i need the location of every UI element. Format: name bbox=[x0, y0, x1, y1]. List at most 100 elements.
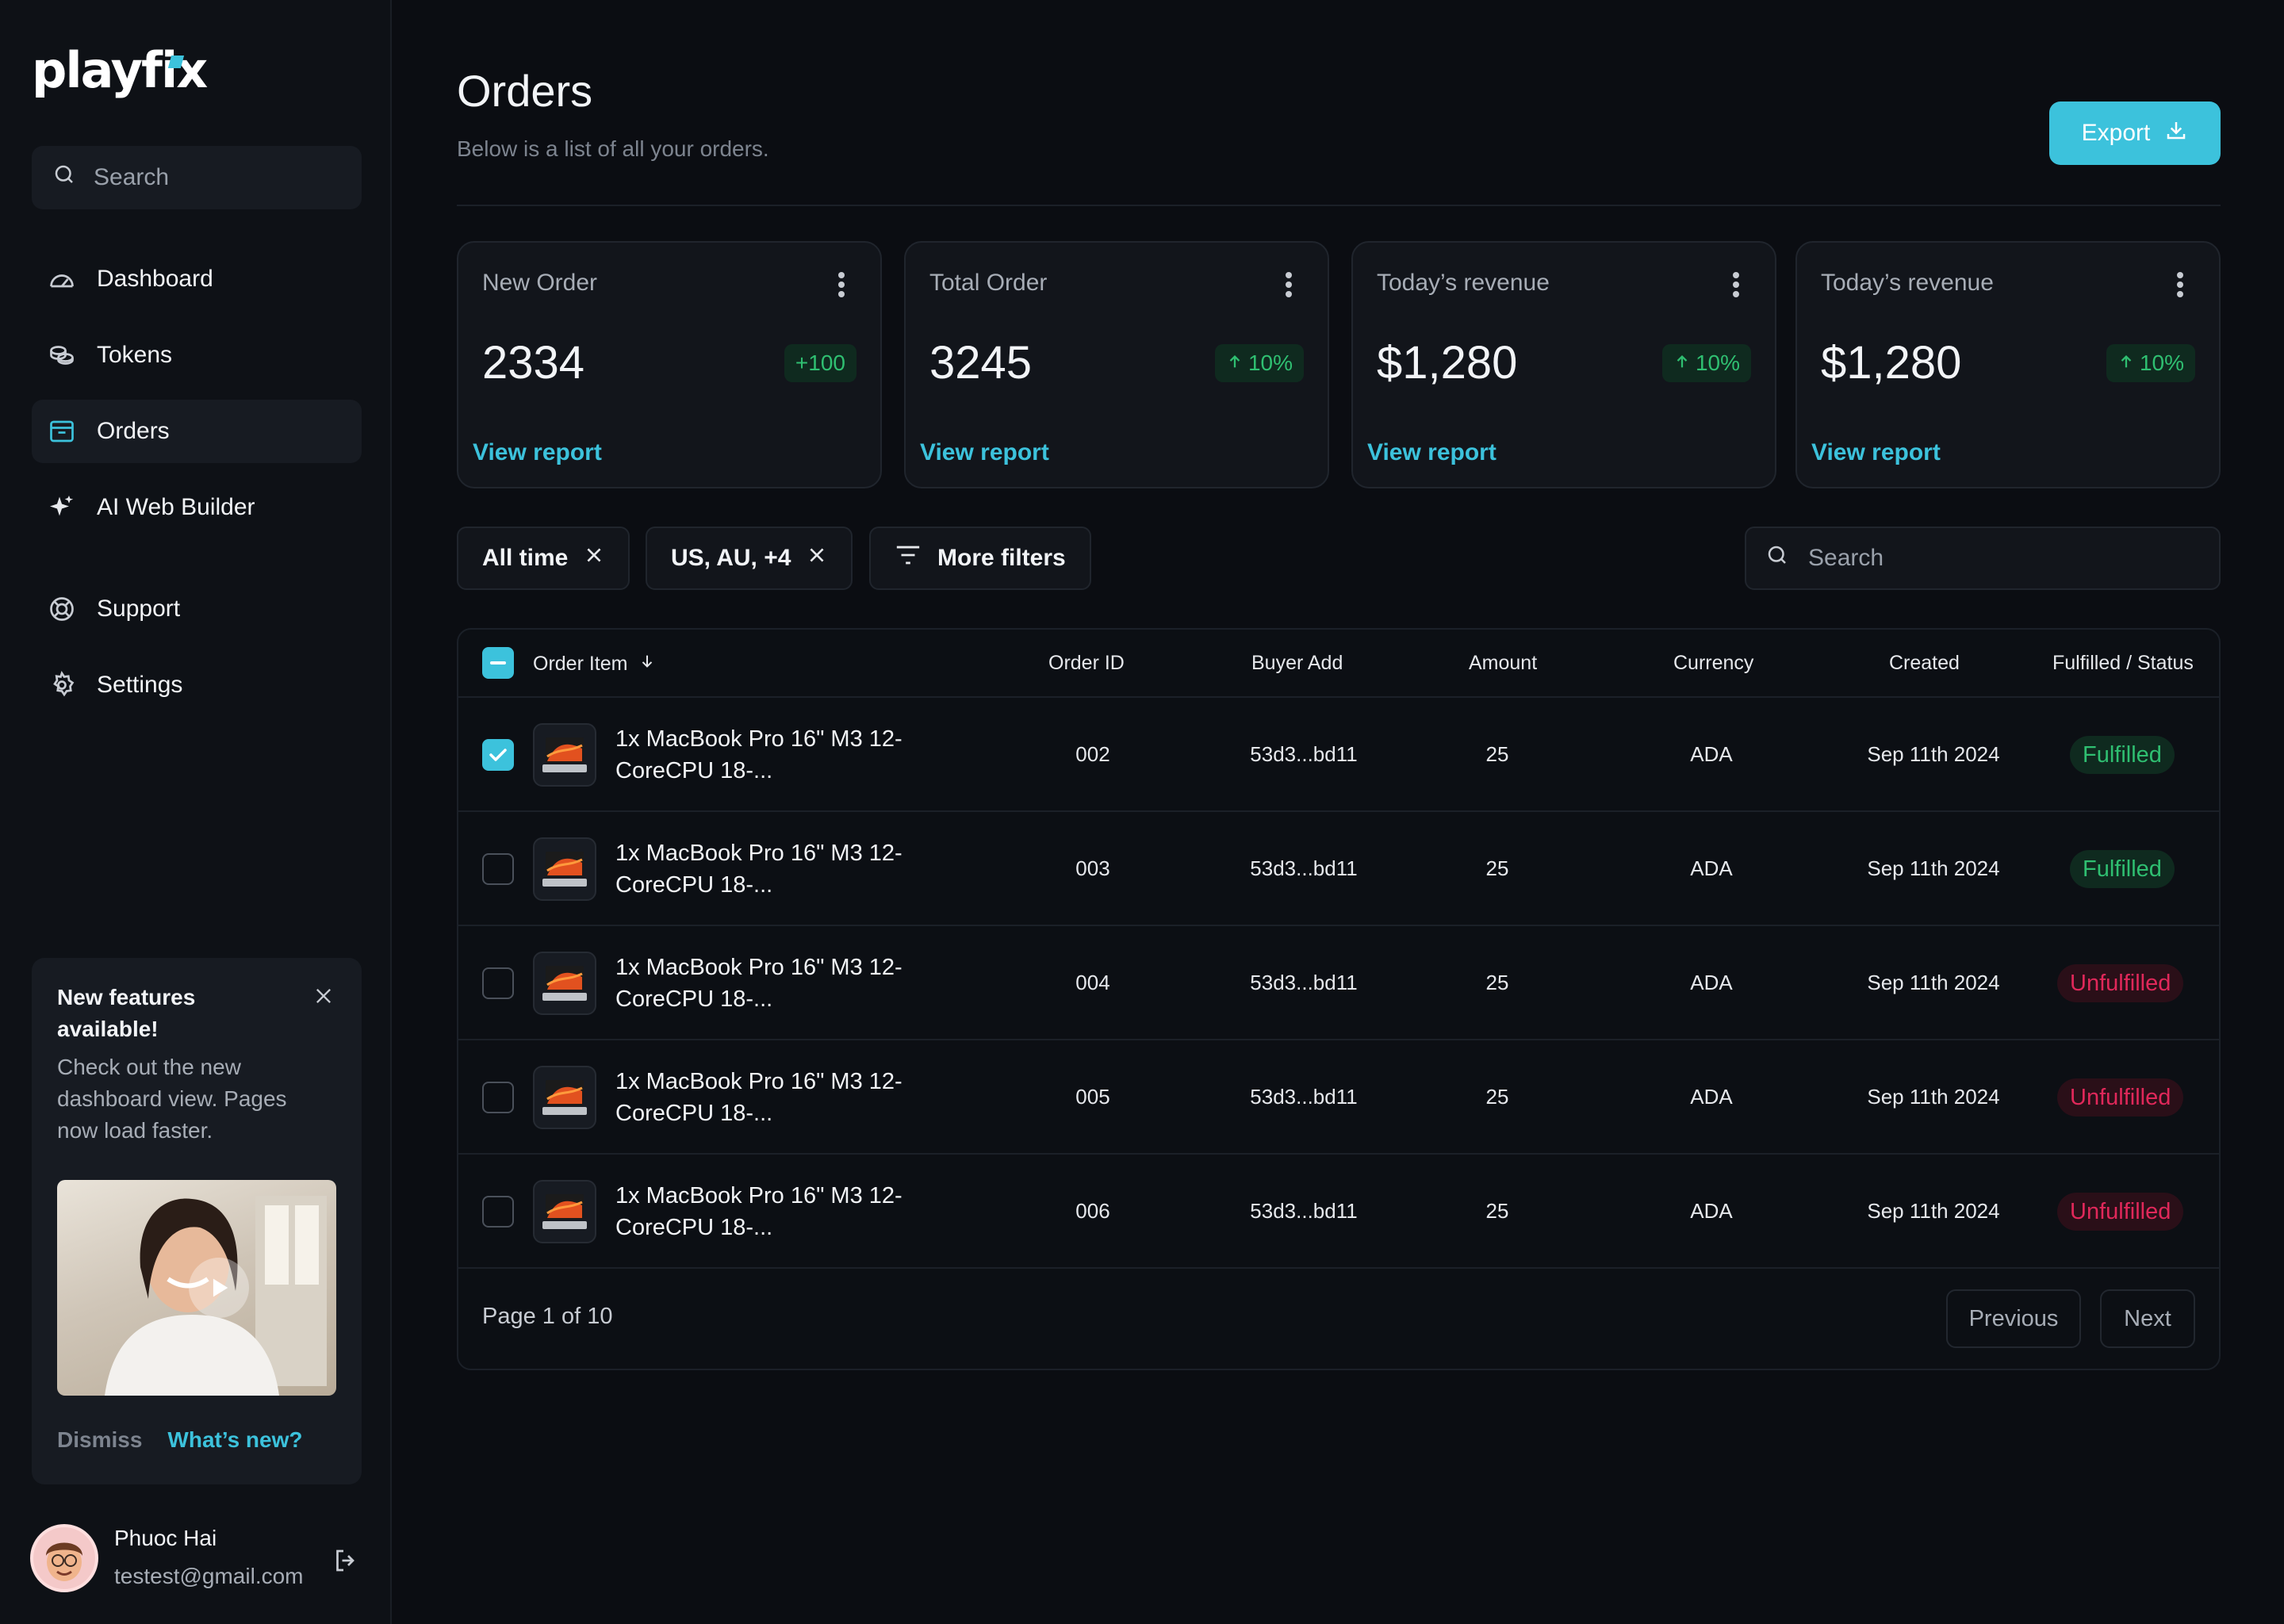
laptop-thumbnail bbox=[533, 1066, 596, 1129]
badge-text: 10% bbox=[1695, 350, 1740, 375]
amount: 25 bbox=[1485, 971, 1509, 994]
row-checkbox[interactable] bbox=[482, 853, 514, 885]
avatar[interactable] bbox=[30, 1524, 98, 1592]
column-label: Order Item bbox=[533, 653, 628, 675]
table-row[interactable]: 1x MacBook Pro 16" M3 12-CoreCPU 18-... … bbox=[458, 698, 2219, 812]
order-id: 003 bbox=[1075, 856, 1110, 880]
table-search[interactable]: Search bbox=[1745, 527, 2221, 590]
column-status[interactable]: Fulfilled / Status bbox=[2052, 652, 2194, 674]
laptop-thumbnail bbox=[533, 837, 596, 901]
filter-chip-all-time[interactable]: All time bbox=[457, 527, 630, 590]
table-row[interactable]: 1x MacBook Pro 16" M3 12-CoreCPU 18-... … bbox=[458, 812, 2219, 926]
status-badge: Unfulfilled bbox=[2057, 1078, 2184, 1116]
user-email: testest@gmail.com bbox=[114, 1564, 304, 1588]
logout-icon[interactable] bbox=[331, 1546, 360, 1579]
more-filters-button[interactable]: More filters bbox=[869, 527, 1091, 590]
more-vertical-icon[interactable] bbox=[1732, 271, 1740, 302]
stat-card-badge: 10% bbox=[1214, 344, 1304, 382]
badge-text: 10% bbox=[2139, 350, 2184, 375]
promo-video-thumbnail[interactable] bbox=[57, 1180, 336, 1396]
table-row[interactable]: 1x MacBook Pro 16" M3 12-CoreCPU 18-... … bbox=[458, 926, 2219, 1040]
close-icon[interactable] bbox=[807, 545, 827, 572]
column-order-id[interactable]: Order ID bbox=[1048, 652, 1125, 674]
export-button[interactable]: Export bbox=[2049, 102, 2221, 165]
user-name: Phuoc Hai bbox=[114, 1526, 217, 1550]
order-item-name: 1x MacBook Pro 16" M3 12-CoreCPU 18-... bbox=[615, 1183, 902, 1240]
page-subtitle: Below is a list of all your orders. bbox=[457, 136, 769, 161]
dashboard-icon bbox=[46, 263, 78, 295]
app-logo[interactable]: playfix bbox=[32, 41, 208, 99]
status-badge: Fulfilled bbox=[2070, 850, 2175, 888]
more-vertical-icon[interactable] bbox=[1285, 271, 1293, 302]
sidebar-search[interactable]: Search bbox=[32, 146, 362, 209]
table-row[interactable]: 1x MacBook Pro 16" M3 12-CoreCPU 18-... … bbox=[458, 1155, 2219, 1269]
row-checkbox[interactable] bbox=[482, 967, 514, 999]
sidebar-search-input[interactable]: Search bbox=[94, 164, 170, 190]
close-icon[interactable] bbox=[584, 545, 604, 572]
order-item-name: 1x MacBook Pro 16" M3 12-CoreCPU 18-... bbox=[615, 726, 902, 783]
previous-button[interactable]: Previous bbox=[1946, 1289, 2081, 1348]
whats-new-link[interactable]: What’s new? bbox=[167, 1427, 303, 1452]
order-id: 002 bbox=[1075, 742, 1110, 766]
column-order-item[interactable]: Order Item bbox=[533, 652, 656, 676]
search-icon bbox=[52, 163, 76, 193]
created-date: Sep 11th 2024 bbox=[1867, 1085, 2000, 1109]
stat-card-label: Today’s revenue bbox=[1377, 270, 1550, 296]
search-icon bbox=[1765, 543, 1789, 573]
filter-chip-region[interactable]: US, AU, +4 bbox=[646, 527, 853, 590]
dismiss-button[interactable]: Dismiss bbox=[57, 1427, 143, 1452]
promo-text: Check out the new dashboard view. Pages … bbox=[57, 1055, 287, 1143]
arrow-up-icon bbox=[1673, 350, 1691, 376]
arrow-up-icon bbox=[2117, 350, 2135, 376]
select-all-checkbox[interactable] bbox=[482, 647, 514, 679]
row-checkbox[interactable] bbox=[482, 1082, 514, 1113]
stat-card-label: New Order bbox=[482, 270, 598, 296]
amount: 25 bbox=[1485, 1199, 1509, 1223]
column-created[interactable]: Created bbox=[1889, 652, 1960, 674]
sidebar-item-support[interactable]: Support bbox=[32, 577, 362, 641]
sparkle-icon bbox=[46, 492, 78, 523]
created-date: Sep 11th 2024 bbox=[1867, 971, 2000, 994]
view-report-link[interactable]: View report bbox=[1811, 439, 1941, 465]
order-id: 006 bbox=[1075, 1199, 1110, 1223]
stat-card-new-order: New Order 2334 +100 View report bbox=[457, 241, 882, 488]
stat-card-badge: 10% bbox=[2106, 344, 2195, 382]
column-currency[interactable]: Currency bbox=[1673, 652, 1754, 674]
created-date: Sep 11th 2024 bbox=[1867, 742, 2000, 766]
table-search-input[interactable]: Search bbox=[1808, 545, 1884, 571]
sidebar-item-ai-web-builder[interactable]: AI Web Builder bbox=[32, 476, 362, 539]
next-button[interactable]: Next bbox=[2100, 1289, 2195, 1348]
status-badge: Unfulfilled bbox=[2057, 964, 2184, 1002]
column-amount[interactable]: Amount bbox=[1469, 652, 1538, 674]
more-filters-label: More filters bbox=[937, 545, 1066, 571]
status-badge: Unfulfilled bbox=[2057, 1193, 2184, 1231]
arrow-up-icon bbox=[1226, 350, 1244, 376]
stat-card-label: Today’s revenue bbox=[1821, 270, 1994, 296]
row-checkbox[interactable] bbox=[482, 739, 514, 771]
stat-card-todays-revenue: Today’s revenue $1,280 10% View report bbox=[1351, 241, 1776, 488]
laptop-thumbnail bbox=[533, 952, 596, 1015]
table-header: Order Item Order ID Buyer Add Amount Cur… bbox=[458, 630, 2219, 698]
page-title: Orders bbox=[457, 66, 593, 116]
close-icon[interactable] bbox=[312, 985, 335, 1011]
view-report-link[interactable]: View report bbox=[920, 439, 1049, 465]
view-report-link[interactable]: View report bbox=[473, 439, 602, 465]
sidebar-item-tokens[interactable]: Tokens bbox=[32, 324, 362, 387]
order-id: 005 bbox=[1075, 1085, 1110, 1109]
order-id: 004 bbox=[1075, 971, 1110, 994]
promo-title: New features available! bbox=[57, 985, 196, 1041]
sidebar-item-orders[interactable]: Orders bbox=[32, 400, 362, 463]
currency: ADA bbox=[1690, 1085, 1733, 1109]
row-checkbox[interactable] bbox=[482, 1196, 514, 1228]
pagination-label: Page 1 of 10 bbox=[482, 1304, 613, 1329]
buyer-address: 53d3...bd11 bbox=[1250, 971, 1358, 994]
table-row[interactable]: 1x MacBook Pro 16" M3 12-CoreCPU 18-... … bbox=[458, 1040, 2219, 1155]
more-vertical-icon[interactable] bbox=[837, 271, 845, 302]
sidebar-item-dashboard[interactable]: Dashboard bbox=[32, 247, 362, 311]
filter-chip-label: All time bbox=[482, 545, 569, 571]
more-vertical-icon[interactable] bbox=[2176, 271, 2184, 302]
play-icon[interactable] bbox=[189, 1258, 249, 1318]
view-report-link[interactable]: View report bbox=[1367, 439, 1496, 465]
sidebar-item-settings[interactable]: Settings bbox=[32, 653, 362, 717]
column-buyer-add[interactable]: Buyer Add bbox=[1251, 652, 1343, 674]
